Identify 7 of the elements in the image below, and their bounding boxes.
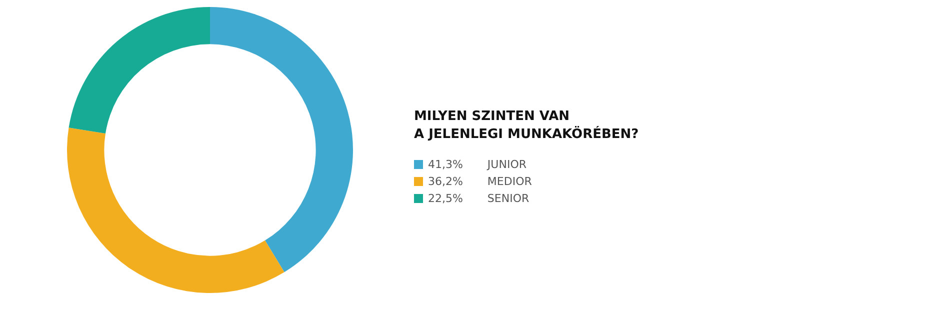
legend-label: 41,3% JUNIOR (428, 158, 527, 171)
donut-slice (210, 7, 353, 272)
legend-label: 36,2% MEDIOR (428, 175, 532, 188)
donut-slice (68, 7, 210, 134)
legend-label: 22,5% SENIOR (428, 192, 530, 205)
donut-slice (67, 128, 284, 293)
text: MILYEN SZINTEN VAN A JELENLEGI MUNKAKÖRÉBEN? (414, 109, 639, 142)
